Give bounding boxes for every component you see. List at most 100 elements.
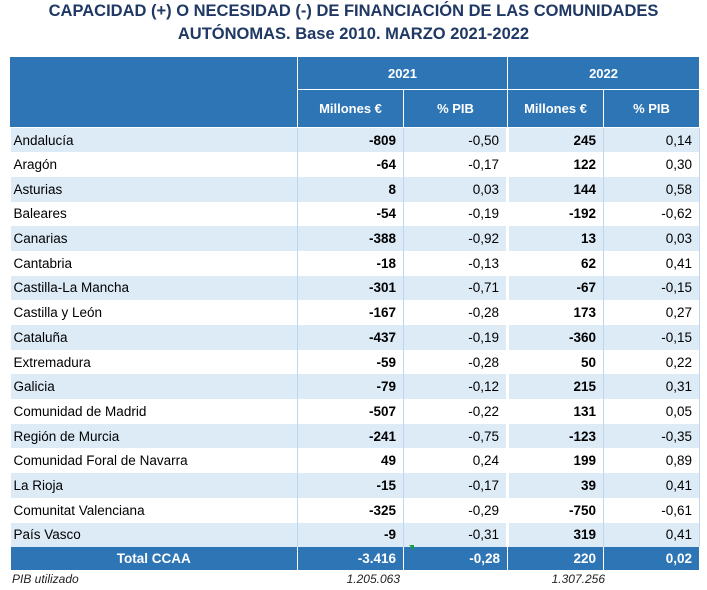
millones-2021-cell: -437 bbox=[297, 325, 404, 350]
region-name-cell: Castilla y León bbox=[10, 300, 298, 325]
region-name-cell: Galicia bbox=[10, 374, 298, 400]
millones-2022-cell: -360 bbox=[507, 325, 605, 350]
millones-2021-cell: -241 bbox=[297, 423, 404, 449]
region-name-cell: Baleares bbox=[10, 201, 298, 227]
header-row-units: Millones € % PIB Millones € % PIB bbox=[11, 89, 701, 128]
millones-2022-cell: -123 bbox=[507, 423, 605, 449]
header-row-years: 2021 2022 bbox=[10, 56, 701, 128]
region-name-cell: Canarias bbox=[10, 226, 298, 251]
table-body: Andalucía -809 -0,50 245 0,14 Aragón -64 -0,17 1… bbox=[10, 127, 701, 548]
table-row: Comunidad de Madrid -507 -0,22 131 0,05 bbox=[10, 399, 701, 424]
footer-pib-2021: 1.205.063 bbox=[346, 572, 400, 586]
pib-2022-cell: 0,22 bbox=[603, 349, 701, 375]
total-pib-2021: -0,28 bbox=[403, 547, 509, 571]
millones-2021-cell: -9 bbox=[297, 522, 404, 548]
pib-2022-cell: 0,03 bbox=[603, 226, 701, 251]
region-name-cell: Extremadura bbox=[10, 349, 298, 375]
region-name-cell: Comunidad de Madrid bbox=[10, 399, 298, 424]
table-row: Comunitat Valenciana -325 -0,29 -750 -0,61 bbox=[10, 497, 701, 523]
pib-2022-cell: 0,31 bbox=[603, 374, 701, 400]
table-row: Castilla y León -167 -0,28 173 0,27 bbox=[10, 300, 701, 325]
pib-2021-cell: -0,28 bbox=[403, 300, 510, 325]
table-row: Región de Murcia -241 -0,75 -123 -0,35 bbox=[10, 423, 701, 449]
millones-2022-cell: -750 bbox=[507, 497, 605, 523]
region-name-cell: País Vasco bbox=[10, 522, 298, 548]
pib-2021-cell: -0,29 bbox=[403, 497, 510, 523]
pib-2021-cell: 0,24 bbox=[403, 448, 510, 474]
table-row: Andalucía -809 -0,50 245 0,14 bbox=[10, 127, 701, 153]
pib-2021-cell: -0,19 bbox=[403, 325, 510, 350]
cell-note-marker bbox=[409, 545, 414, 550]
pib-2021-cell: -0,71 bbox=[403, 275, 510, 301]
pib-2021-cell: -0,17 bbox=[403, 152, 510, 177]
region-name-cell: Castilla-La Mancha bbox=[10, 275, 298, 301]
millones-2021-cell: -809 bbox=[297, 127, 404, 153]
pib-2022-cell: 0,58 bbox=[603, 176, 701, 202]
pib-2021-cell: -0,75 bbox=[403, 423, 510, 449]
millones-2022-cell: -67 bbox=[507, 275, 605, 301]
table-row: Extremadura -59 -0,28 50 0,22 bbox=[10, 349, 701, 375]
header-millones-2021: Millones € bbox=[297, 89, 404, 128]
millones-2022-cell: 13 bbox=[507, 226, 605, 251]
header-stub bbox=[10, 56, 298, 128]
millones-2022-cell: 39 bbox=[507, 473, 605, 498]
region-name-cell: Aragón bbox=[10, 152, 298, 177]
table-row: Castilla-La Mancha -301 -0,71 -67 -0,15 bbox=[10, 275, 701, 301]
region-name-cell: Región de Murcia bbox=[10, 423, 298, 449]
total-millones-2021: -3.416 bbox=[297, 547, 404, 571]
millones-2021-cell: -64 bbox=[297, 152, 404, 177]
region-name-cell: Comunitat Valenciana bbox=[10, 497, 298, 523]
pib-2021-cell: -0,31 bbox=[403, 522, 510, 548]
title-line-1: CAPACIDAD (+) O NECESIDAD (-) DE FINANCI… bbox=[48, 2, 659, 20]
millones-2021-cell: -167 bbox=[297, 300, 404, 325]
table-row: Comunidad Foral de Navarra 49 0,24 199 0,89 bbox=[10, 448, 701, 474]
header-pib-2022: % PIB bbox=[603, 89, 701, 128]
region-name-cell: Asturias bbox=[10, 176, 298, 202]
pib-2021-cell: -0,22 bbox=[403, 399, 510, 424]
millones-2022-cell: 131 bbox=[507, 399, 605, 424]
millones-2021-cell: -54 bbox=[297, 201, 404, 227]
region-name-cell: La Rioja bbox=[10, 473, 298, 498]
millones-2021-cell: -79 bbox=[297, 374, 404, 400]
title-line-2: AUTÓNOMAS. Base 2010. MARZO 2021-2022 bbox=[177, 25, 530, 43]
millones-2022-cell: 199 bbox=[507, 448, 605, 474]
pib-2022-cell: -0,15 bbox=[603, 275, 701, 301]
pib-2022-cell: 0,30 bbox=[603, 152, 701, 177]
pib-2022-cell: -0,35 bbox=[603, 423, 701, 449]
millones-2022-cell: 144 bbox=[507, 176, 605, 202]
pib-2021-cell: -0,28 bbox=[403, 349, 510, 375]
pib-2021-cell: -0,17 bbox=[403, 473, 510, 498]
millones-2022-cell: 173 bbox=[507, 300, 605, 325]
pib-2021-cell: 0,03 bbox=[403, 176, 510, 202]
pib-2022-cell: -0,15 bbox=[603, 325, 701, 350]
table-row: La Rioja -15 -0,17 39 0,41 bbox=[10, 473, 701, 498]
region-name-cell: Comunidad Foral de Navarra bbox=[10, 448, 298, 474]
millones-2021-cell: -507 bbox=[297, 399, 404, 424]
table-row: Galicia -79 -0,12 215 0,31 bbox=[10, 374, 701, 400]
millones-2021-cell: -15 bbox=[297, 473, 404, 498]
pib-2022-cell: 0,41 bbox=[603, 250, 701, 276]
total-pib-2022: 0,02 bbox=[603, 547, 701, 571]
table-row: Cantabria -18 -0,13 62 0,41 bbox=[10, 250, 701, 276]
total-millones-2022: 220 bbox=[507, 547, 605, 571]
millones-2021-cell: -59 bbox=[297, 349, 404, 375]
region-name-cell: Cataluña bbox=[10, 325, 298, 350]
table-row: Baleares -54 -0,19 -192 -0,62 bbox=[10, 201, 701, 227]
pib-2021-cell: -0,92 bbox=[403, 226, 510, 251]
table-row: Cataluña -437 -0,19 -360 -0,15 bbox=[10, 325, 701, 350]
pib-2022-cell: 0,41 bbox=[603, 473, 701, 498]
millones-2021-cell: -18 bbox=[297, 250, 404, 276]
millones-2022-cell: 215 bbox=[507, 374, 605, 400]
header-year-2022: 2022 bbox=[507, 56, 701, 90]
millones-2022-cell: 122 bbox=[507, 152, 605, 177]
financing-table: 2021 2022 Millones € % PIB Millones € % … bbox=[10, 56, 701, 571]
millones-2021-cell: 8 bbox=[297, 176, 404, 202]
total-label: Total CCAA bbox=[10, 547, 298, 571]
pib-2021-cell: -0,13 bbox=[403, 250, 510, 276]
footer-label: PIB utilizado bbox=[12, 572, 79, 586]
pib-2021-cell: -0,50 bbox=[403, 127, 510, 153]
table-row: Canarias -388 -0,92 13 0,03 bbox=[10, 226, 701, 251]
pib-2022-cell: 0,89 bbox=[603, 448, 701, 474]
millones-2021-cell: -388 bbox=[297, 226, 404, 251]
millones-2022-cell: 319 bbox=[507, 522, 605, 548]
